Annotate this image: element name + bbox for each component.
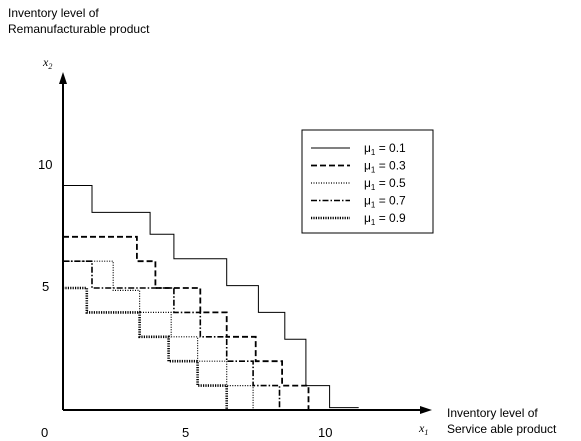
legend-box bbox=[301, 129, 434, 234]
series-layer bbox=[62, 185, 359, 410]
y-tick-label-10: 10 bbox=[38, 157, 52, 172]
x-axis-symbol: x1 bbox=[418, 421, 428, 437]
series-line-mu-0-7 bbox=[63, 260, 281, 410]
series-line-mu-0-5 bbox=[62, 212, 254, 410]
series-line-mu-0-3 bbox=[63, 235, 310, 410]
legend-label-3: μ1 = 0.5 bbox=[364, 176, 406, 192]
legend: μ1 = 0.1 μ1 = 0.3μ1 = 0.5 μ1 = 0.7μ1 = 0.9 bbox=[301, 129, 434, 234]
series-line-mu-0-9 bbox=[63, 286, 228, 410]
legend-label-4: μ1 = 0.7 bbox=[364, 194, 406, 210]
x-tick-label-0: 0 bbox=[41, 425, 48, 440]
x-axis-arrow bbox=[420, 406, 432, 414]
y-axis-symbol: x2 bbox=[42, 55, 52, 71]
y-axis-title-line-2: Remanufacturable product bbox=[8, 22, 150, 36]
y-axis-arrow bbox=[59, 72, 67, 84]
y-tick-label-5: 5 bbox=[42, 279, 49, 294]
legend-label-5: μ1 = 0.9 bbox=[364, 211, 406, 227]
y-axis-title-line-1: Inventory level of bbox=[8, 6, 99, 20]
x-axis-title-line-1: Inventory level of bbox=[447, 406, 538, 420]
x-tick-label-10: 10 bbox=[318, 425, 332, 440]
series-line-mu-0-1 bbox=[63, 185, 359, 409]
legend-label-2: μ1 = 0.3 bbox=[364, 159, 406, 175]
legend-label-1: μ1 = 0.1 bbox=[364, 141, 406, 157]
x-axis-title-line-2: Service able product bbox=[447, 422, 557, 436]
x-tick-label-5: 5 bbox=[182, 425, 189, 440]
